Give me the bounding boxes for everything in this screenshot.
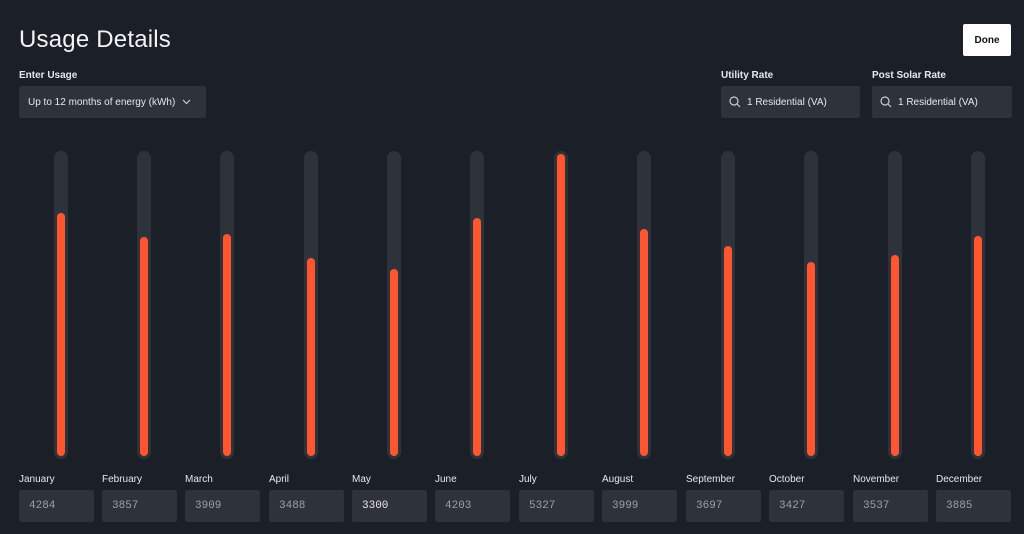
slider-december[interactable]	[971, 151, 985, 459]
slider-fill-march	[223, 234, 231, 456]
done-button[interactable]: Done	[963, 24, 1011, 56]
slider-fill-december	[974, 236, 982, 456]
slider-fill-february	[140, 237, 148, 456]
page-title: Usage Details	[19, 26, 172, 53]
slider-january[interactable]	[54, 151, 68, 459]
usage-input-may[interactable]	[352, 490, 427, 522]
slider-fill-january	[57, 213, 65, 456]
slider-may[interactable]	[387, 151, 401, 459]
usage-input-october[interactable]	[769, 490, 844, 522]
slider-october[interactable]	[804, 151, 818, 459]
slider-fill-april	[307, 258, 315, 456]
post-solar-rate-label: Post Solar Rate	[872, 70, 946, 81]
month-label-november: November	[853, 474, 900, 485]
post-solar-rate-select[interactable]: 1 Residential (VA)	[872, 86, 1012, 118]
month-label-august: August	[602, 474, 634, 485]
usage-input-january[interactable]	[19, 490, 94, 522]
slider-march[interactable]	[220, 151, 234, 459]
slider-fill-october	[807, 262, 815, 456]
slider-fill-november	[891, 255, 899, 456]
slider-fill-september	[724, 246, 732, 456]
enter-usage-label: Enter Usage	[19, 70, 78, 81]
chevron-down-icon	[182, 99, 191, 105]
usage-input-june[interactable]	[435, 490, 510, 522]
slider-september[interactable]	[721, 151, 735, 459]
month-label-june: June	[435, 474, 457, 485]
slider-november[interactable]	[888, 151, 902, 459]
slider-fill-june	[473, 218, 481, 456]
usage-input-march[interactable]	[185, 490, 260, 522]
search-icon	[729, 96, 741, 108]
month-label-september: September	[686, 474, 735, 485]
month-label-july: July	[519, 474, 537, 485]
usage-input-september[interactable]	[686, 490, 761, 522]
slider-fill-may	[390, 269, 398, 456]
slider-fill-august	[640, 229, 648, 456]
slider-april[interactable]	[304, 151, 318, 459]
usage-input-november[interactable]	[853, 490, 928, 522]
usage-input-december[interactable]	[936, 490, 1011, 522]
slider-august[interactable]	[637, 151, 651, 459]
month-label-april: April	[269, 474, 290, 485]
month-label-may: May	[352, 474, 371, 485]
month-label-october: October	[769, 474, 805, 485]
utility-rate-label: Utility Rate	[721, 70, 774, 81]
search-icon	[880, 96, 892, 108]
enter-usage-select[interactable]: Up to 12 months of energy (kWh)	[19, 86, 206, 118]
utility-rate-value: 1 Residential (VA)	[747, 96, 827, 108]
usage-input-april[interactable]	[269, 490, 344, 522]
month-label-january: January	[19, 474, 55, 485]
post-solar-rate-value: 1 Residential (VA)	[898, 96, 978, 108]
month-label-december: December	[936, 474, 983, 485]
month-label-february: February	[102, 474, 143, 485]
slider-fill-july	[557, 154, 565, 456]
utility-rate-select[interactable]: 1 Residential (VA)	[721, 86, 860, 118]
usage-input-july[interactable]	[519, 490, 594, 522]
enter-usage-value: Up to 12 months of energy (kWh)	[28, 96, 176, 108]
slider-july[interactable]	[554, 151, 568, 459]
slider-june[interactable]	[470, 151, 484, 459]
month-label-march: March	[185, 474, 213, 485]
usage-input-february[interactable]	[102, 490, 177, 522]
usage-input-august[interactable]	[602, 490, 677, 522]
slider-february[interactable]	[137, 151, 151, 459]
